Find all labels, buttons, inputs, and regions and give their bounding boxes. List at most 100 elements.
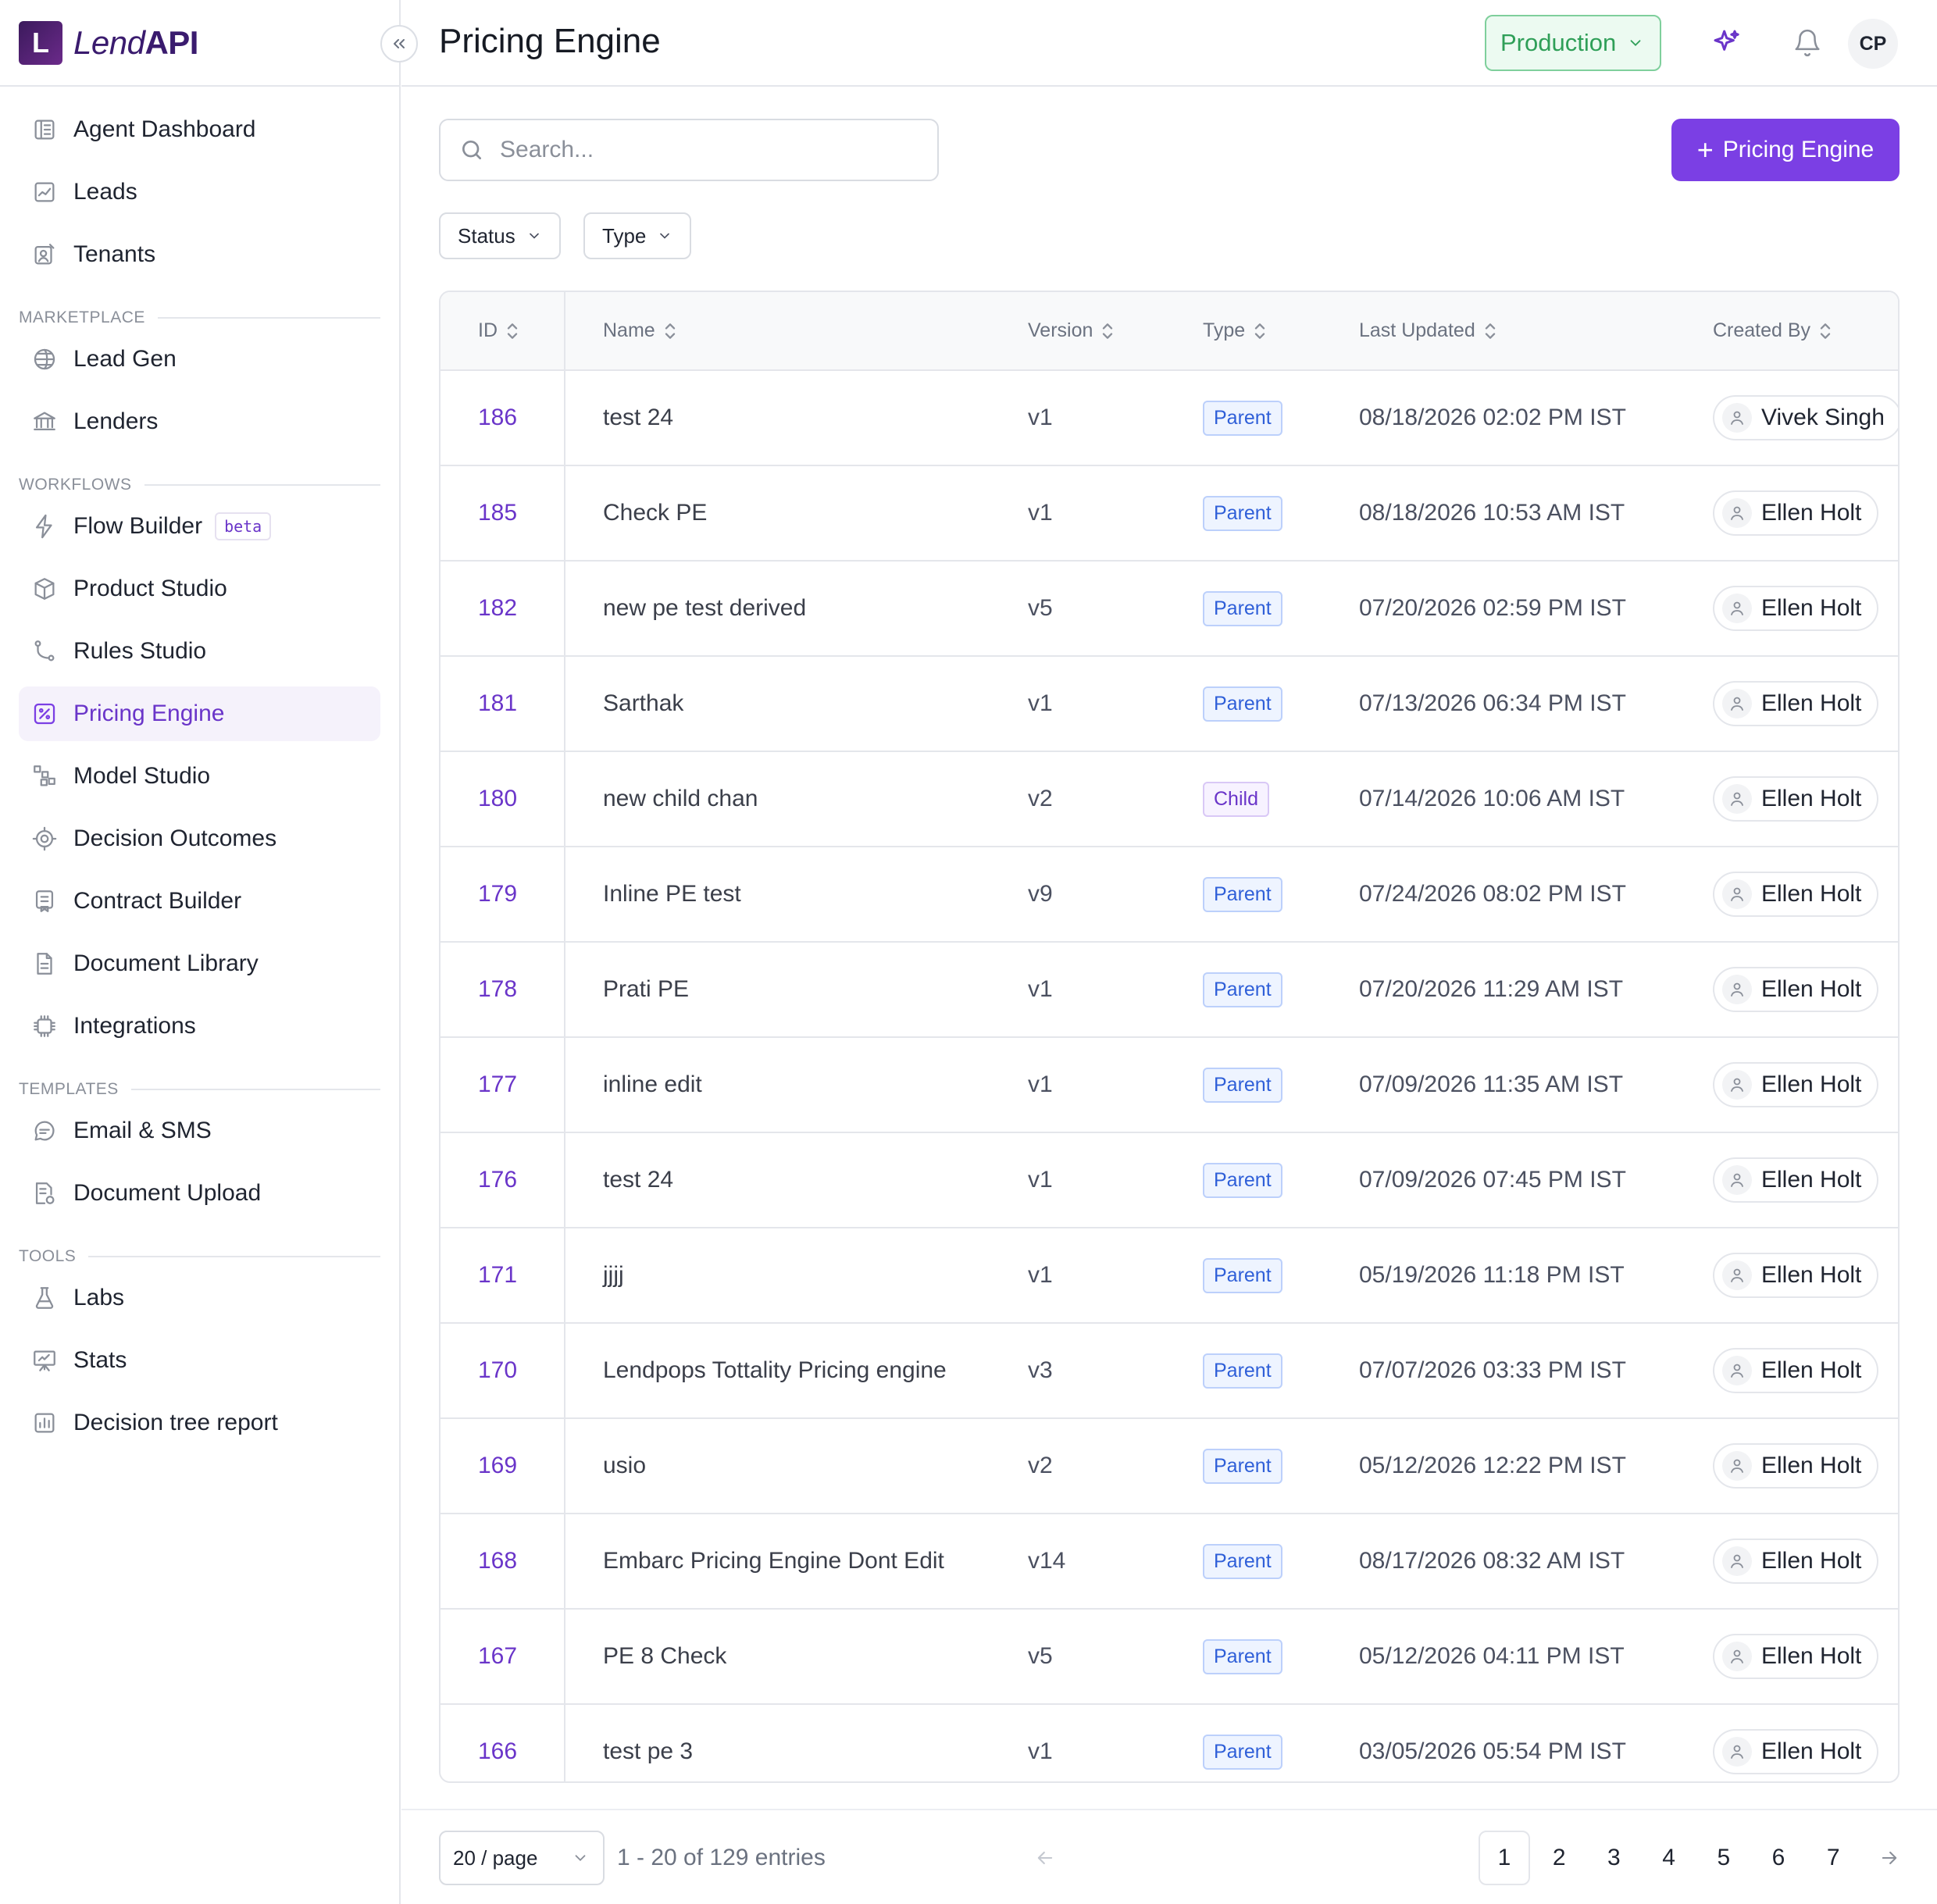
add-pricing-engine-button[interactable]: + Pricing Engine	[1671, 119, 1900, 181]
table-row[interactable]: 181 Sarthak v1 Parent 07/13/2026 06:34 PM IS…	[441, 656, 1898, 752]
sidebar-item-document-upload[interactable]: Document Upload	[19, 1166, 380, 1221]
sort-icon[interactable]	[1100, 321, 1115, 341]
row-version: v1	[990, 1132, 1165, 1228]
row-id[interactable]: 181	[441, 656, 565, 752]
page-1-button[interactable]: 1	[1479, 1831, 1530, 1885]
user-icon	[1731, 1268, 1743, 1282]
table-row[interactable]: 178 Prati PE v1 Parent 07/20/2026 11:29 AM I…	[441, 942, 1898, 1038]
table-row[interactable]: 169 usio v2 Parent 05/12/2026 12:22 PM IST El…	[441, 1418, 1898, 1514]
bank-icon	[34, 412, 55, 431]
search-input[interactable]	[500, 137, 922, 163]
table-row[interactable]: 168 Embarc Pricing Engine Dont Edit v14 Par…	[441, 1514, 1898, 1610]
row-name: Embarc Pricing Engine Dont Edit	[565, 1514, 990, 1610]
row-id[interactable]: 182	[441, 561, 565, 657]
brand[interactable]: L LendAPI	[0, 0, 399, 87]
entries-count: 1 - 20 of 129 entries	[617, 1845, 826, 1870]
column-header-last-updated[interactable]: Last Updated	[1322, 292, 1675, 371]
row-id[interactable]: 180	[441, 751, 565, 847]
target-icon-wrap	[31, 825, 58, 852]
table-row[interactable]: 171 jjjj v1 Parent 05/19/2026 11:18 PM IST El…	[441, 1228, 1898, 1324]
sidebar-item-lead-gen[interactable]: Lead Gen	[19, 332, 380, 387]
bell-icon	[1795, 29, 1820, 57]
column-header-version[interactable]: Version	[990, 292, 1165, 371]
sidebar-item-document-library[interactable]: Document Library	[19, 936, 380, 991]
page-5-button[interactable]: 5	[1717, 1845, 1731, 1870]
sidebar-item-flow-builder[interactable]: Flow Builder beta	[19, 499, 380, 554]
sort-icon[interactable]	[1483, 321, 1497, 341]
user-icon	[1731, 506, 1743, 520]
column-header-type[interactable]: Type	[1165, 292, 1322, 371]
row-id[interactable]: 169	[441, 1418, 565, 1514]
table-row[interactable]: 170 Lendpops Tottality Pricing engine v3 Pa…	[441, 1323, 1898, 1419]
page-4-button[interactable]: 4	[1662, 1845, 1675, 1870]
row-id[interactable]: 171	[441, 1228, 565, 1324]
page-3-button[interactable]: 3	[1607, 1845, 1621, 1870]
sidebar-item-model-studio[interactable]: Model Studio	[19, 749, 380, 804]
sort-icon[interactable]	[663, 321, 677, 341]
row-name: jjjj	[565, 1228, 990, 1324]
page-2-button[interactable]: 2	[1552, 1845, 1566, 1870]
type-filter[interactable]: Type	[583, 212, 692, 259]
sidebar-item-labs[interactable]: Labs	[19, 1271, 380, 1325]
flask-icon	[35, 1287, 54, 1309]
table-row[interactable]: 182 new pe test derived v5 Parent 07/20/2026…	[441, 561, 1898, 657]
sort-icon[interactable]	[1818, 321, 1832, 341]
notifications-button[interactable]	[1788, 23, 1827, 62]
page-title: Pricing Engine	[439, 22, 661, 60]
table-row[interactable]: 176 test 24 v1 Parent 07/09/2026 07:45 PM IS…	[441, 1132, 1898, 1228]
row-id[interactable]: 178	[441, 942, 565, 1038]
row-id[interactable]: 179	[441, 847, 565, 943]
blocks-icon-wrap	[31, 763, 58, 790]
status-filter[interactable]: Status	[439, 212, 561, 259]
row-id[interactable]: 167	[441, 1609, 565, 1705]
column-header-name[interactable]: Name	[565, 292, 990, 371]
sidebar-item-stats[interactable]: Stats	[19, 1333, 380, 1388]
table-row[interactable]: 166 test pe 3 v1 Parent 03/05/2026 05:54 PM …	[441, 1704, 1898, 1781]
sidebar-item-leads[interactable]: Leads	[19, 165, 380, 219]
column-header-id[interactable]: ID	[441, 292, 565, 371]
sidebar-item-pricing-engine[interactable]: Pricing Engine	[19, 686, 380, 741]
row-id[interactable]: 177	[441, 1037, 565, 1133]
brand-name-lend: Lend	[73, 23, 145, 61]
previous-page-button[interactable]	[1019, 1831, 1071, 1885]
sidebar-item-lenders[interactable]: Lenders	[19, 394, 380, 449]
table-row[interactable]: 179 Inline PE test v9 Parent 07/24/2026 08:0…	[441, 847, 1898, 943]
sidebar-item-agent-dashboard[interactable]: Agent Dashboard	[19, 102, 380, 157]
row-id[interactable]: 185	[441, 465, 565, 562]
search-box[interactable]	[439, 119, 939, 181]
user-avatar[interactable]: CP	[1848, 19, 1898, 69]
next-page-button[interactable]	[1864, 1831, 1915, 1885]
page-size-select[interactable]: 20 / page	[439, 1831, 605, 1885]
sidebar-item-decision-tree-report[interactable]: Decision tree report	[19, 1396, 380, 1450]
row-id[interactable]: 186	[441, 370, 565, 466]
user-icon	[1731, 601, 1743, 615]
table-row[interactable]: 185 Check PE v1 Parent 08/18/2026 10:53 AM I…	[441, 465, 1898, 562]
creator-name: Ellen Holt	[1761, 1738, 1862, 1764]
bolt-icon-wrap	[31, 513, 58, 540]
environment-select[interactable]: Production	[1485, 15, 1661, 71]
sort-icon[interactable]	[1253, 321, 1267, 341]
sidebar-item-integrations[interactable]: Integrations	[19, 999, 380, 1054]
table-row[interactable]: 186 test 24 v1 Parent 08/18/2026 02:02 PM IS…	[441, 370, 1898, 466]
row-version: v1	[990, 465, 1165, 562]
sidebar-item-email-sms[interactable]: Email & SMS	[19, 1104, 380, 1158]
table-row[interactable]: 177 inline edit v1 Parent 07/09/2026 11:35 A…	[441, 1037, 1898, 1133]
collapse-sidebar-button[interactable]	[380, 25, 418, 62]
row-id[interactable]: 170	[441, 1323, 565, 1419]
sidebar-item-product-studio[interactable]: Product Studio	[19, 562, 380, 616]
sidebar-item-decision-outcomes[interactable]: Decision Outcomes	[19, 811, 380, 866]
row-id[interactable]: 166	[441, 1704, 565, 1781]
row-created-by-cell: Ellen Holt	[1675, 1228, 1898, 1324]
sidebar-item-tenants[interactable]: Tenants	[19, 227, 380, 282]
table-row[interactable]: 167 PE 8 Check v5 Parent 05/12/2026 04:11 PM…	[441, 1609, 1898, 1705]
ai-sparkle-button[interactable]	[1707, 23, 1746, 62]
sort-icon[interactable]	[505, 321, 519, 341]
page-6-button[interactable]: 6	[1771, 1845, 1785, 1870]
page-7-button[interactable]: 7	[1826, 1845, 1840, 1870]
row-id[interactable]: 168	[441, 1514, 565, 1610]
sidebar-item-contract-builder[interactable]: Contract Builder	[19, 874, 380, 929]
row-id[interactable]: 176	[441, 1132, 565, 1228]
sidebar-item-rules-studio[interactable]: Rules Studio	[19, 624, 380, 679]
table-row[interactable]: 180 new child chan v2 Child 07/14/2026 10:06…	[441, 751, 1898, 847]
column-header-created-by[interactable]: Created By	[1675, 292, 1898, 371]
